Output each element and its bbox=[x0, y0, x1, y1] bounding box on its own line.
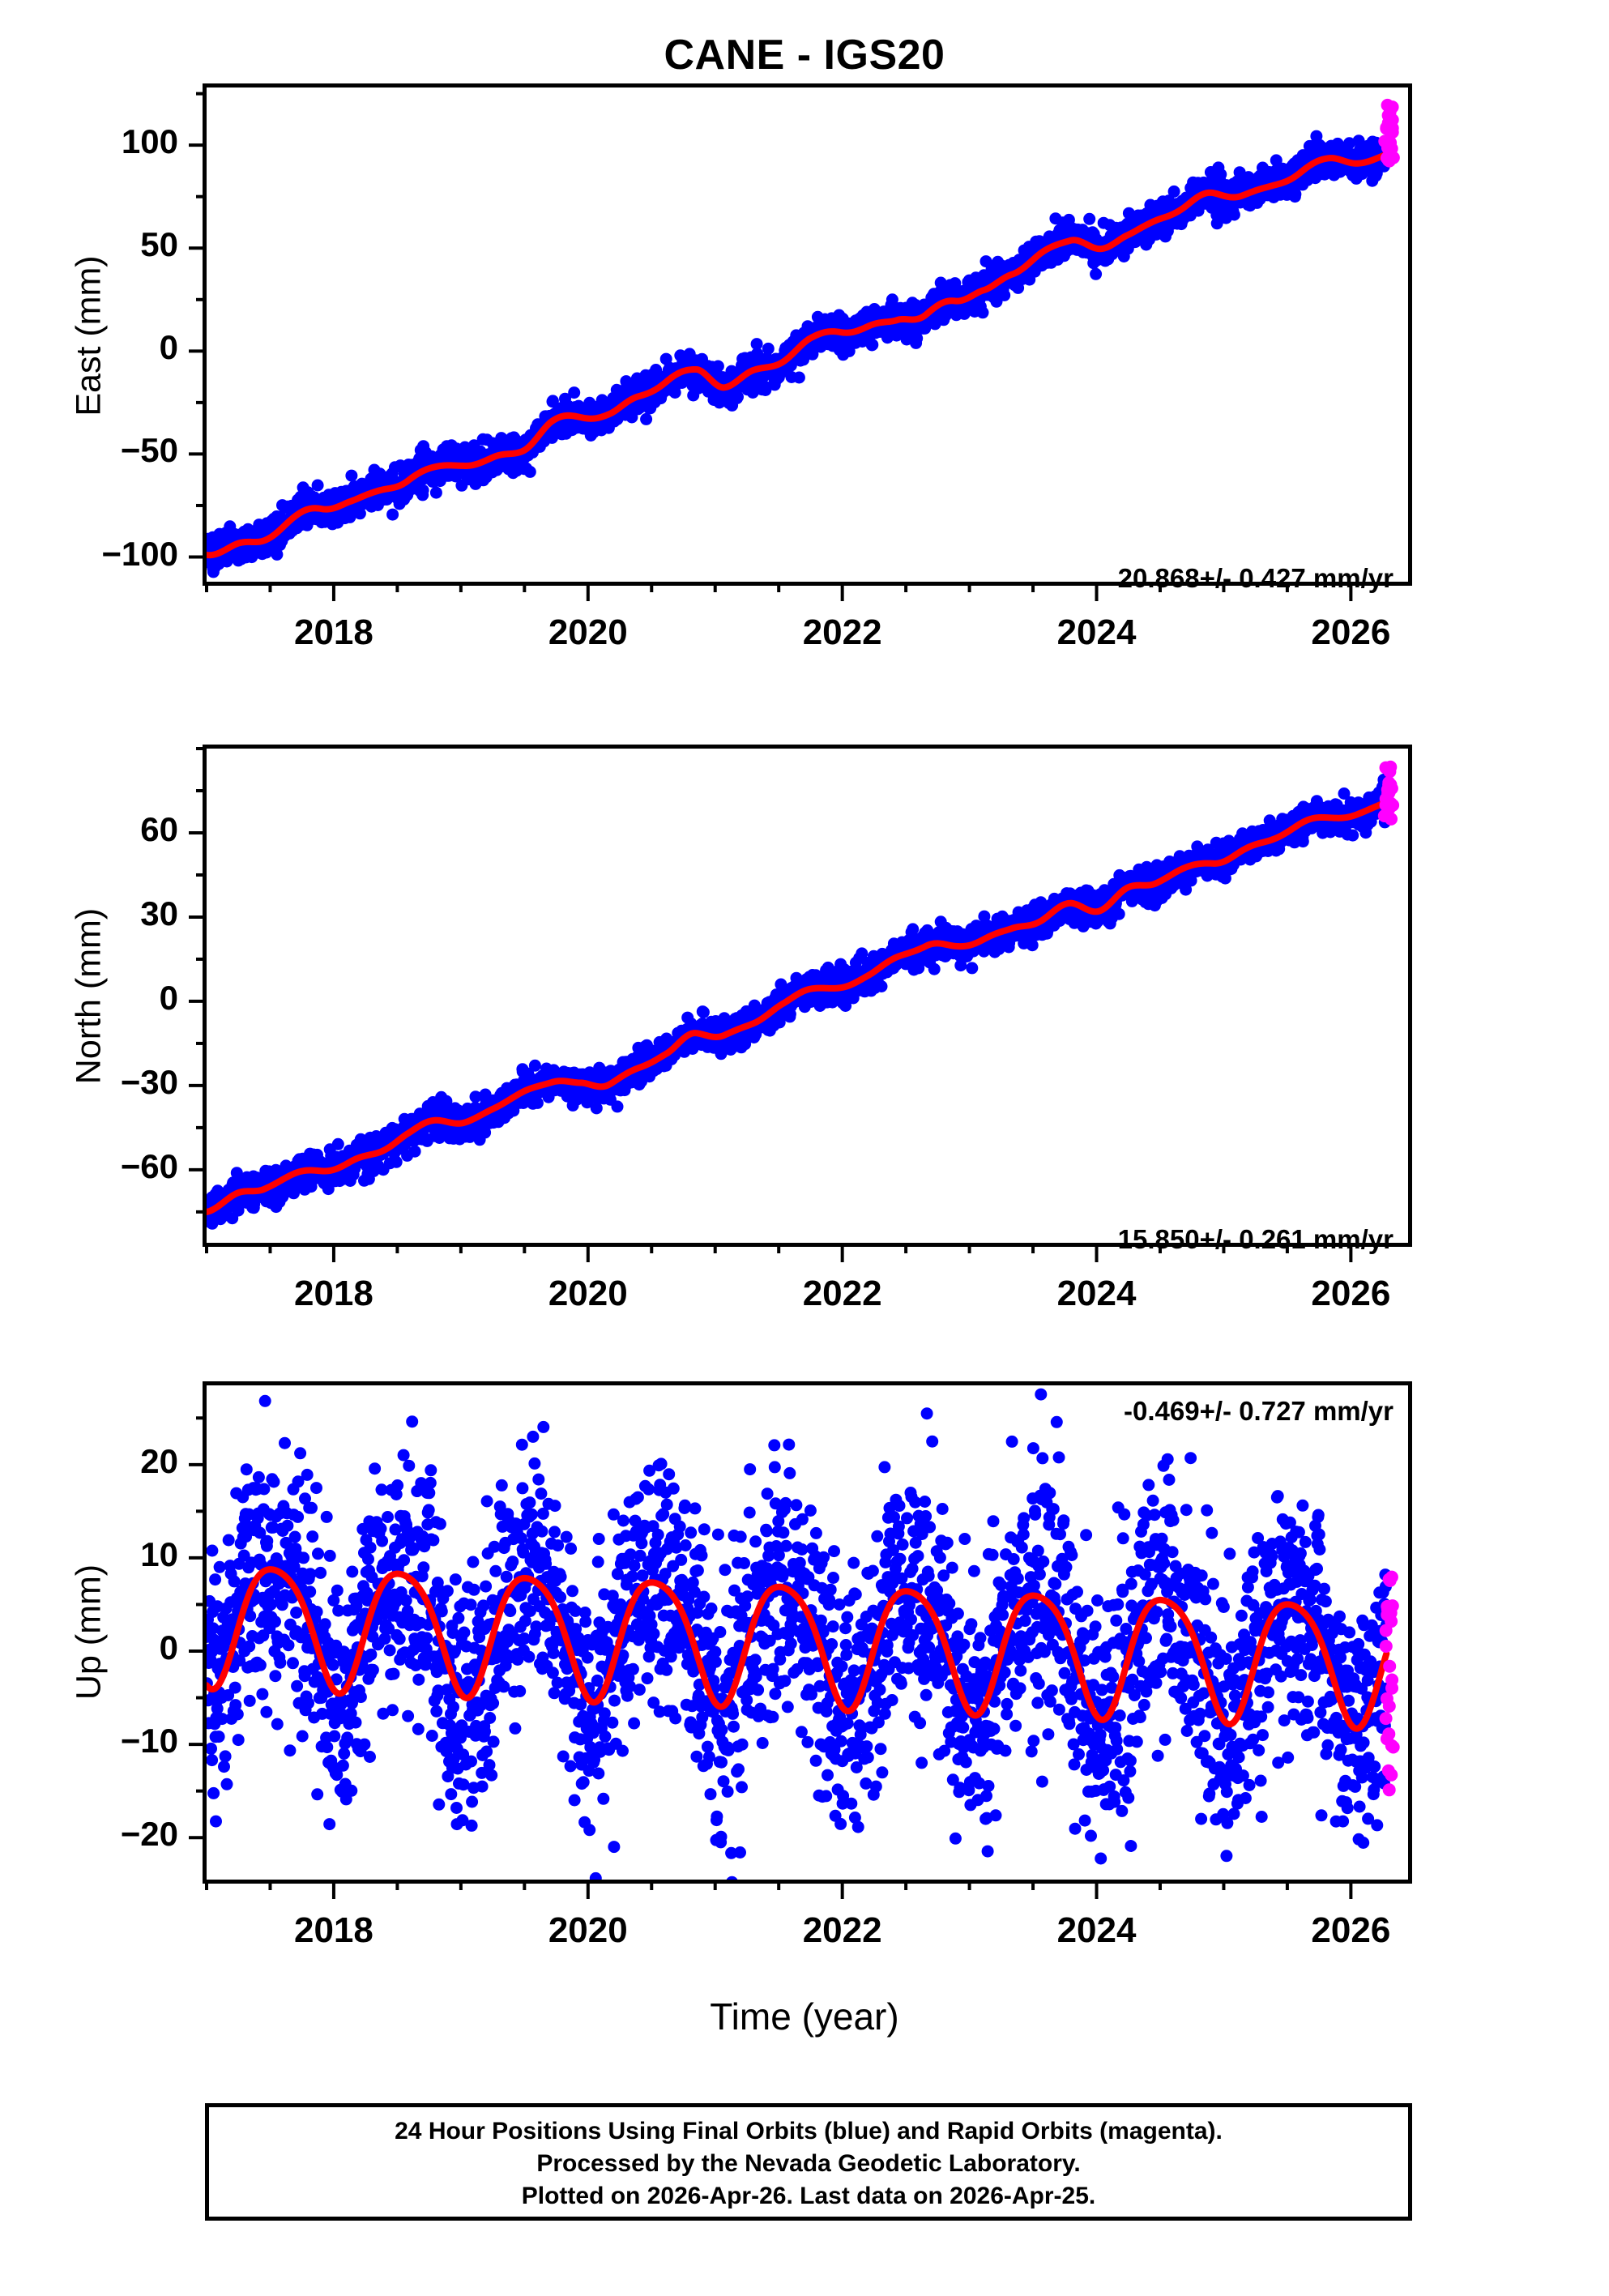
y-tick-label: −10 bbox=[45, 1722, 178, 1760]
footer-line-1: 24 Hour Positions Using Final Orbits (bl… bbox=[395, 2115, 1223, 2148]
x-tick-label: 2020 bbox=[499, 1274, 677, 1314]
axis-label-time: Time (year) bbox=[0, 1995, 1609, 2038]
x-tick-label: 2022 bbox=[753, 612, 932, 653]
footer-line-3: Plotted on 2026-Apr-26. Last data on 202… bbox=[522, 2180, 1096, 2213]
x-tick-label: 2018 bbox=[245, 1910, 423, 1951]
rate-annotation-north: 15.850+/- 0.261 mm/yr bbox=[956, 1224, 1393, 1255]
y-tick-label: 10 bbox=[45, 1535, 178, 1574]
x-tick-label: 2018 bbox=[245, 612, 423, 653]
y-tick-label: 20 bbox=[45, 1442, 178, 1481]
x-tick-label: 2024 bbox=[1008, 1274, 1186, 1314]
rate-annotation-east: 20.868+/- 0.427 mm/yr bbox=[956, 563, 1393, 594]
x-tick-label: 2024 bbox=[1008, 612, 1186, 653]
data-points-final-orbits bbox=[207, 774, 1393, 1230]
x-tick-label: 2020 bbox=[499, 612, 677, 653]
y-tick-label: −20 bbox=[45, 1815, 178, 1854]
data-points-rapid-orbits bbox=[1378, 99, 1400, 168]
y-tick-label: 0 bbox=[45, 979, 178, 1018]
y-tick-label: −60 bbox=[45, 1147, 178, 1186]
y-tick-label: 100 bbox=[45, 122, 178, 161]
x-tick-label: 2026 bbox=[1261, 1274, 1440, 1314]
data-points-final-orbits bbox=[207, 1389, 1393, 1880]
plot-frame-north bbox=[203, 745, 1412, 1247]
x-tick-label: 2026 bbox=[1261, 1910, 1440, 1951]
footer-caption-box: 24 Hour Positions Using Final Orbits (bl… bbox=[205, 2103, 1412, 2221]
y-tick-label: −100 bbox=[45, 535, 178, 574]
y-tick-label: −30 bbox=[45, 1063, 178, 1102]
x-tick-label: 2020 bbox=[499, 1910, 677, 1951]
plot-frame-east bbox=[203, 83, 1412, 586]
plot-canvas-east bbox=[207, 87, 1408, 582]
y-tick-label: 30 bbox=[45, 894, 178, 933]
footer-line-2: Processed by the Nevada Geodetic Laborat… bbox=[536, 2148, 1080, 2180]
y-tick-label: 50 bbox=[45, 225, 178, 264]
plot-frame-up bbox=[203, 1381, 1412, 1884]
x-tick-label: 2024 bbox=[1008, 1910, 1186, 1951]
x-tick-label: 2018 bbox=[245, 1274, 423, 1314]
page-title: CANE - IGS20 bbox=[0, 31, 1609, 79]
y-tick-label: −50 bbox=[45, 431, 178, 470]
plot-canvas-up bbox=[207, 1385, 1408, 1880]
x-tick-label: 2022 bbox=[753, 1910, 932, 1951]
y-tick-label: 0 bbox=[45, 328, 178, 367]
rate-annotation-up: -0.469+/- 0.727 mm/yr bbox=[956, 1396, 1393, 1427]
x-tick-label: 2022 bbox=[753, 1274, 932, 1314]
y-tick-label: 0 bbox=[45, 1628, 178, 1667]
x-tick-label: 2026 bbox=[1261, 612, 1440, 653]
plot-canvas-north bbox=[207, 749, 1408, 1243]
y-tick-label: 60 bbox=[45, 810, 178, 849]
data-points-final-orbits bbox=[207, 130, 1393, 578]
